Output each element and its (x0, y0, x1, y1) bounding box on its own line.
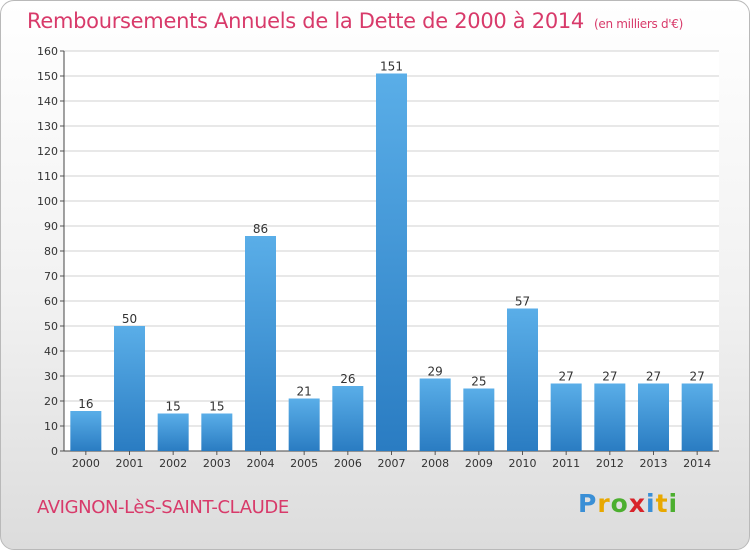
commune-name: AVIGNON-LèS-SAINT-CLAUDE (37, 497, 289, 518)
x-tick-label: 2014 (683, 457, 711, 470)
bar (507, 308, 538, 451)
y-tick-label: 50 (44, 320, 58, 333)
bar (114, 326, 145, 451)
x-tick-label: 2010 (509, 457, 537, 470)
y-tick-label: 10 (44, 420, 58, 433)
bar-value-label: 25 (471, 375, 486, 389)
y-tick-label: 40 (44, 345, 58, 358)
bar (550, 383, 582, 451)
x-tick-label: 2005 (290, 457, 318, 470)
bar-value-label: 15 (209, 400, 224, 414)
bar-value-label: 29 (428, 365, 443, 379)
y-tick-label: 90 (44, 220, 58, 233)
y-tick-label: 60 (44, 295, 58, 308)
bar (201, 413, 233, 451)
x-tick-label: 2012 (596, 457, 624, 470)
x-tick-label: 2007 (378, 457, 406, 470)
bar (463, 388, 495, 451)
y-tick-label: 140 (37, 95, 58, 108)
bar-value-label: 151 (380, 60, 403, 74)
y-tick-label: 160 (37, 45, 58, 58)
y-tick-label: 100 (37, 195, 58, 208)
y-tick-label: 130 (37, 120, 58, 133)
logo-letter: o (610, 489, 629, 518)
y-tick-label: 80 (44, 245, 58, 258)
y-tick-label: 20 (44, 395, 58, 408)
bar-value-label: 16 (78, 397, 93, 411)
x-tick-label: 2002 (159, 457, 187, 470)
bar (419, 378, 451, 451)
bar-value-label: 57 (515, 295, 530, 309)
bar (638, 383, 669, 451)
x-tick-label: 2003 (203, 457, 231, 470)
x-tick-label: 2011 (552, 457, 580, 470)
bar (681, 383, 713, 451)
logo-letter: i (668, 489, 679, 518)
bar (70, 411, 102, 451)
y-tick-label: 70 (44, 270, 58, 283)
bar-value-label: 27 (646, 370, 661, 384)
bar-value-label: 27 (602, 370, 617, 384)
x-tick-label: 2013 (640, 457, 668, 470)
bar-value-label: 27 (559, 370, 574, 384)
chart-title-text: Remboursements Annuels de la Dette de 20… (27, 9, 584, 33)
bar-value-label: 21 (297, 385, 312, 399)
y-tick-label: 0 (51, 445, 58, 458)
chart-title: Remboursements Annuels de la Dette de 20… (27, 9, 683, 33)
x-tick-label: 2004 (247, 457, 275, 470)
bar (157, 413, 189, 451)
y-tick-label: 120 (37, 145, 58, 158)
bar (376, 73, 407, 451)
bar-value-label: 15 (166, 400, 181, 414)
bar (245, 236, 276, 451)
bar-value-label: 27 (690, 370, 705, 384)
x-tick-label: 2009 (465, 457, 493, 470)
logo-letter: t (655, 489, 669, 518)
bar-value-label: 50 (122, 312, 137, 326)
logo-letter: i (646, 489, 656, 518)
y-tick-label: 150 (37, 70, 58, 83)
chart-unit: (en milliers d'€) (594, 17, 684, 31)
x-tick-label: 2008 (421, 457, 449, 470)
y-tick-label: 110 (37, 170, 58, 183)
y-tick-label: 30 (44, 370, 58, 383)
bar-value-label: 26 (340, 372, 355, 386)
bar-value-label: 86 (253, 222, 268, 236)
bar (332, 386, 364, 451)
proxiti-logo: Proxiti (578, 489, 678, 518)
logo-letter: x (628, 489, 646, 518)
x-tick-label: 2000 (72, 457, 100, 470)
logo-letter: P (578, 489, 598, 518)
x-tick-label: 2001 (116, 457, 144, 470)
bar (594, 383, 626, 451)
logo-letter: r (597, 489, 611, 518)
x-tick-label: 2006 (334, 457, 362, 470)
bar (288, 398, 320, 451)
